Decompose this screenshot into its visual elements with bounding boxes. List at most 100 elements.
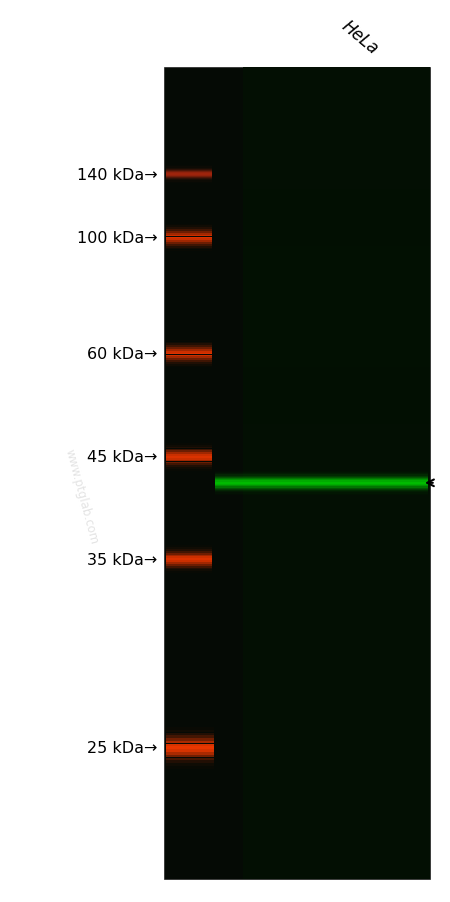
Bar	[166, 177, 212, 178]
Bar	[166, 732, 214, 735]
Bar	[166, 750, 214, 752]
Bar	[166, 546, 212, 548]
Bar	[166, 766, 214, 769]
Bar	[166, 234, 212, 235]
Bar	[166, 173, 212, 174]
Bar	[166, 181, 212, 182]
Bar	[166, 239, 212, 241]
Bar	[166, 557, 212, 558]
Bar	[243, 376, 430, 384]
Bar	[215, 479, 428, 480]
Bar	[166, 446, 212, 447]
Bar	[215, 476, 428, 477]
Bar	[166, 172, 212, 173]
Bar	[166, 747, 214, 750]
Bar	[215, 485, 428, 487]
Bar	[166, 180, 212, 181]
Text: HeLa: HeLa	[338, 17, 382, 59]
Text: 45 kDa→: 45 kDa→	[87, 450, 158, 465]
Bar	[166, 465, 212, 467]
Bar	[166, 727, 214, 730]
Bar	[166, 361, 212, 363]
Text: 140 kDa→: 140 kDa→	[77, 167, 158, 182]
Bar	[166, 350, 212, 352]
Bar	[166, 235, 212, 237]
Bar	[166, 355, 212, 357]
Bar	[243, 319, 430, 327]
Bar	[243, 295, 430, 303]
Bar	[166, 469, 212, 471]
Bar	[166, 741, 214, 743]
Bar	[243, 230, 430, 238]
Bar	[166, 456, 212, 458]
Bar	[166, 250, 212, 252]
Bar	[166, 553, 212, 555]
Bar	[166, 464, 212, 465]
Bar	[166, 555, 212, 557]
Bar	[243, 214, 430, 222]
Bar	[243, 400, 430, 409]
Bar	[166, 232, 212, 234]
Bar	[215, 491, 428, 492]
Bar	[215, 475, 428, 476]
Bar	[215, 477, 428, 478]
Text: 25 kDa→: 25 kDa→	[87, 741, 158, 756]
Bar	[164, 68, 430, 879]
Bar	[166, 230, 212, 232]
Bar	[243, 368, 430, 376]
Bar	[166, 174, 212, 175]
Bar	[166, 558, 212, 560]
Bar	[243, 271, 430, 279]
Bar	[166, 167, 212, 169]
Bar	[215, 492, 428, 494]
Bar	[243, 327, 430, 336]
Bar	[166, 467, 212, 469]
Bar	[166, 182, 212, 183]
Bar	[215, 483, 428, 484]
Bar	[166, 352, 212, 354]
Bar	[215, 472, 428, 473]
Bar	[166, 752, 214, 755]
Bar	[166, 237, 212, 239]
Bar	[166, 560, 212, 562]
Bar	[166, 730, 214, 732]
Text: 60 kDa→: 60 kDa→	[87, 346, 158, 362]
Bar	[243, 246, 430, 254]
Text: 100 kDa→: 100 kDa→	[77, 231, 158, 245]
Bar	[166, 169, 212, 170]
Bar	[166, 453, 212, 455]
Bar	[166, 449, 212, 451]
Bar	[166, 366, 212, 368]
Bar	[166, 551, 212, 553]
Bar	[166, 460, 212, 462]
Bar	[166, 228, 212, 230]
Bar	[243, 392, 430, 400]
Bar	[166, 363, 212, 364]
Bar	[166, 170, 212, 172]
Bar	[166, 348, 212, 349]
Bar	[166, 178, 212, 179]
Bar	[166, 755, 214, 758]
Bar	[166, 248, 212, 250]
Bar	[166, 179, 212, 180]
Bar	[243, 68, 430, 879]
Bar	[166, 354, 212, 355]
Bar	[215, 473, 428, 474]
Bar	[166, 568, 212, 570]
Bar	[243, 417, 430, 425]
Bar	[166, 444, 212, 446]
Bar	[215, 480, 428, 481]
Bar	[215, 494, 428, 495]
Bar	[166, 760, 214, 763]
Bar	[166, 458, 212, 460]
Text: 35 kDa→: 35 kDa→	[87, 552, 158, 567]
Bar	[166, 166, 212, 167]
Bar	[166, 549, 212, 551]
Bar	[243, 336, 430, 344]
Bar	[166, 175, 212, 177]
Bar	[215, 488, 428, 489]
Bar	[243, 222, 430, 230]
Bar	[243, 262, 430, 271]
Bar	[243, 360, 430, 368]
Bar	[166, 342, 212, 344]
